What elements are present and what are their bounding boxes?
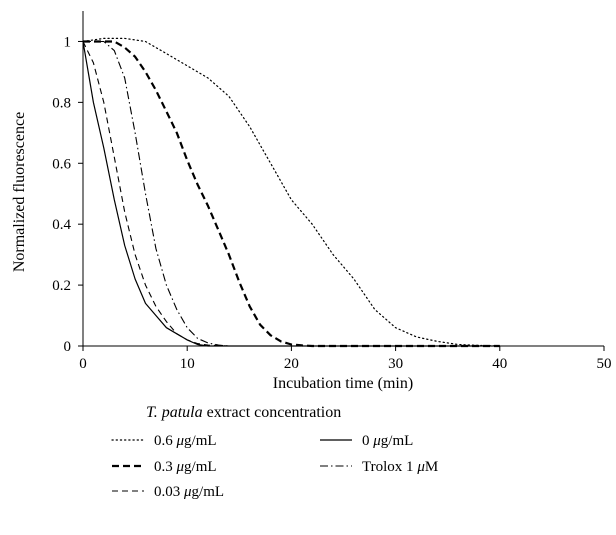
legend-label: 0.03 μg/mL: [154, 484, 224, 500]
legend-title-species: T. patula: [146, 404, 203, 421]
x-tick-label: 20: [284, 356, 299, 372]
y-tick-label: 0.2: [52, 278, 71, 294]
y-tick-label: 0.8: [52, 95, 71, 111]
legend-label: 0.6 μg/mL: [154, 433, 217, 449]
x-tick-label: 30: [388, 356, 403, 372]
legend-label: Trolox 1 μM: [362, 459, 438, 475]
y-tick-label: 0.6: [52, 156, 71, 172]
legend-label: 0.3 μg/mL: [154, 459, 217, 475]
y-tick-label: 1: [64, 34, 72, 50]
x-tick-label: 10: [180, 356, 195, 372]
series-line-dash-dot: [83, 40, 500, 347]
x-tick-label: 50: [597, 356, 612, 372]
series-line-dotted: [82, 37, 501, 347]
y-axis-title: Normalized fluorescence: [11, 112, 28, 272]
legend-title: T. patula extract concentration: [146, 404, 341, 421]
legend: 0.6 μg/mL 0 μg/mL 0.3 μg/mL Trolox 1 μM 0.03…: [111, 433, 438, 500]
y-tick-label: 0: [64, 339, 72, 355]
series-line-dash: [82, 41, 500, 347]
x-axis-title: Incubation time (min): [273, 375, 413, 392]
legend-title-rest: extract concentration: [203, 404, 342, 421]
legend-label: 0 μg/mL: [362, 433, 413, 449]
x-tick-label: 0: [79, 356, 87, 372]
y-tick-label: 0.4: [52, 217, 71, 233]
plot-axes: 0 10 20 30 40 50 0 0.2 0.4 0.6 0.8 1: [52, 11, 612, 372]
series-line-solid: [82, 41, 500, 347]
x-tick-label: 40: [492, 356, 507, 372]
series-lines: [82, 37, 501, 348]
series-line-bold-dash: [83, 40, 500, 348]
